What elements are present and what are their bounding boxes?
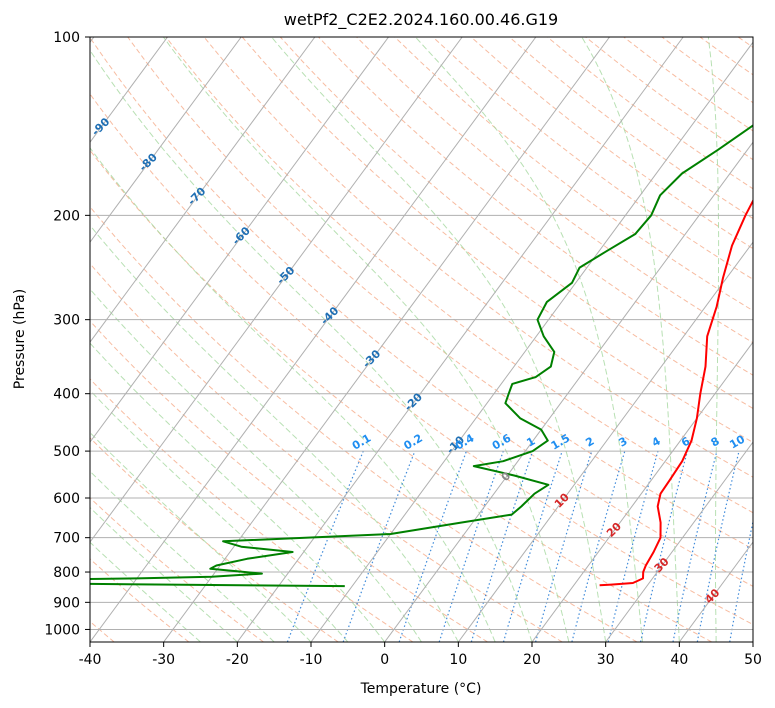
y-tick-label: 100 bbox=[53, 30, 80, 46]
x-tick-label: 40 bbox=[670, 652, 688, 668]
isotherm-line bbox=[90, 37, 389, 443]
y-tick-label: 200 bbox=[53, 208, 80, 224]
moist-adiabat bbox=[162, 37, 570, 642]
x-tick-label: -30 bbox=[152, 652, 175, 668]
x-tick-label: -40 bbox=[79, 652, 102, 668]
mixing-ratio-lines bbox=[286, 450, 753, 642]
isotherm-line bbox=[90, 37, 168, 144]
x-axis-ticks: -40 -30 -20 -10 0 10 20 30 40 50 bbox=[79, 642, 762, 668]
y-tick-label: 800 bbox=[53, 565, 80, 581]
dry-adiabat bbox=[90, 205, 638, 642]
dry-adiabat bbox=[90, 37, 753, 587]
moist-adiabat bbox=[90, 470, 275, 642]
isotherm-line bbox=[457, 241, 753, 642]
dry-adiabat bbox=[90, 558, 190, 642]
isotherm-line bbox=[384, 141, 753, 642]
y-tick-label: 600 bbox=[53, 491, 80, 507]
moist-adiabat bbox=[90, 147, 496, 642]
isotherm-line bbox=[90, 37, 537, 642]
y-axis-label: Pressure (hPa) bbox=[12, 289, 28, 389]
y-tick-label: 300 bbox=[53, 313, 80, 329]
moist-adiabat bbox=[271, 37, 607, 642]
moist-adiabat bbox=[90, 541, 201, 642]
dry-adiabat bbox=[90, 93, 753, 626]
moist-adiabat bbox=[90, 342, 386, 642]
mixing-ratio-line bbox=[571, 450, 626, 642]
dry-adiabat bbox=[127, 37, 753, 550]
mixing-ratio-line bbox=[640, 450, 688, 642]
dry-adiabat bbox=[241, 37, 753, 444]
isotherm-line bbox=[90, 37, 463, 543]
dry-adiabat bbox=[90, 262, 563, 642]
x-tick-label: 30 bbox=[597, 652, 615, 668]
moist-adiabat bbox=[581, 37, 680, 642]
dry-adiabat bbox=[165, 37, 753, 514]
temperature-line bbox=[599, 198, 753, 587]
mixing-ratio-line bbox=[535, 450, 593, 642]
y-tick-label: 1000 bbox=[44, 622, 80, 638]
y-tick-label: 900 bbox=[53, 595, 80, 611]
x-tick-label: -10 bbox=[300, 652, 323, 668]
y-tick-label: 500 bbox=[53, 444, 80, 460]
mixing-ratio-line bbox=[607, 450, 659, 642]
mixing-ratio-line bbox=[398, 450, 467, 642]
isotherm-line bbox=[605, 441, 753, 642]
y-tick-label: 700 bbox=[53, 531, 80, 547]
plot-frame bbox=[89, 36, 754, 643]
moist-adiabat bbox=[90, 49, 533, 642]
moist-adiabats bbox=[90, 37, 720, 642]
y-tick-label: 400 bbox=[53, 387, 80, 403]
mixing-ratio-line bbox=[286, 450, 364, 642]
dry-adiabat bbox=[90, 149, 712, 642]
moist-adiabat bbox=[90, 389, 349, 642]
x-tick-label: 10 bbox=[449, 652, 467, 668]
mixing-ratio-line bbox=[342, 450, 416, 642]
mixing-ratio-line bbox=[470, 450, 534, 642]
mixing-ratio-line bbox=[502, 450, 563, 642]
x-tick-label: -20 bbox=[226, 652, 249, 668]
dewpoint-line bbox=[90, 124, 753, 588]
mixing-ratio-line bbox=[438, 450, 504, 642]
isotherm-line bbox=[90, 37, 242, 244]
moist-adiabat bbox=[90, 224, 459, 642]
isotherm-line bbox=[310, 41, 753, 642]
sounding-series bbox=[90, 124, 753, 588]
dry-adiabat bbox=[394, 37, 753, 312]
mixing-ratio-line bbox=[672, 450, 718, 642]
dry-adiabat bbox=[318, 37, 753, 376]
dry-adiabat bbox=[90, 437, 339, 642]
y-axis-ticks: 100 200 300 400 500 600 700 800 900 1000 bbox=[44, 30, 90, 638]
moist-adiabat bbox=[415, 37, 643, 642]
isotherm-line bbox=[531, 341, 753, 642]
isotherm-line bbox=[236, 37, 684, 642]
chart-title: wetPf2_C2E2.2024.160.00.46.G19 bbox=[284, 10, 558, 30]
isotherm-grid bbox=[90, 37, 753, 642]
x-tick-label: 50 bbox=[744, 652, 762, 668]
x-tick-label: 20 bbox=[523, 652, 541, 668]
isotherm-line bbox=[90, 37, 316, 343]
x-tick-label: 0 bbox=[380, 652, 389, 668]
x-axis-label: Temperature (°C) bbox=[360, 681, 482, 697]
dry-adiabat bbox=[279, 37, 753, 410]
plot-area: -100-90-80-70-60-50-40-30-20-10010203040… bbox=[90, 37, 753, 642]
moist-adiabat bbox=[707, 37, 720, 642]
